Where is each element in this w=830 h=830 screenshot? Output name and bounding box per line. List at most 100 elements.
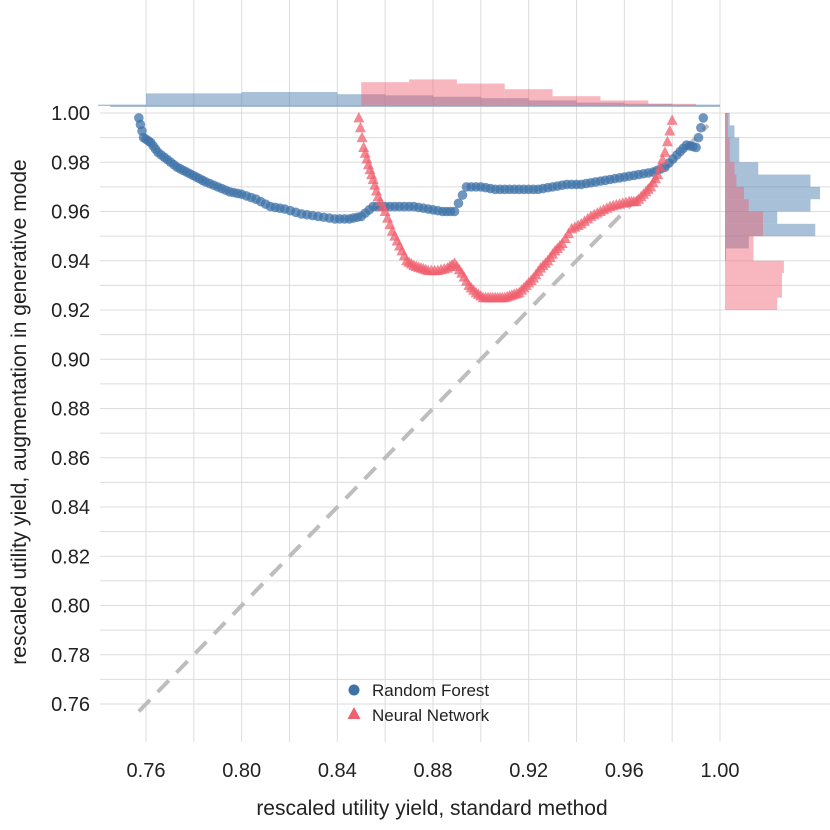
marginal-right-bar	[725, 236, 754, 249]
y-tick-label: 0.94	[51, 251, 90, 273]
marginal-right-bar	[725, 137, 730, 150]
marginal-right-bar	[725, 125, 735, 138]
y-tick-label: 0.88	[51, 399, 90, 421]
y-tick-label: 0.92	[51, 300, 90, 322]
marginal-right-bar	[725, 248, 726, 261]
marginal-top-bar	[624, 103, 673, 106]
random-forest-point	[698, 113, 709, 123]
x-axis-title: rescaled utility yield, standard method	[256, 797, 607, 820]
reference-line	[137, 123, 710, 713]
marginal-right-bar	[725, 162, 735, 175]
neural-network-point	[358, 141, 370, 152]
data-points	[134, 111, 709, 303]
marginal-top-bar	[480, 98, 529, 106]
neural-network-point	[370, 184, 382, 196]
legend-label-random-forest: Random Forest	[372, 681, 489, 700]
y-tick-label: 0.78	[51, 645, 90, 667]
neural-network-point	[361, 152, 373, 164]
marginal-top-bar	[528, 100, 577, 106]
neural-network-point	[354, 121, 366, 133]
neural-network-point	[659, 146, 671, 157]
y-tick-label: 0.80	[51, 596, 90, 618]
random-forest-point	[696, 122, 706, 133]
marginal-right-bar	[725, 186, 820, 200]
marginal-histogram-top	[98, 79, 720, 107]
neural-network-point	[652, 168, 664, 180]
marginal-top-bar	[361, 82, 410, 106]
marginal-top-bar	[241, 92, 290, 106]
neural-network-point	[657, 153, 669, 165]
marginal-top-bar	[385, 95, 433, 106]
marginal-right-bar	[725, 223, 816, 237]
marginal-right-bar	[725, 199, 811, 212]
marginal-top-bar	[552, 96, 601, 106]
y-tick-labels: 0.76 0.78 0.80 0.82 0.84 0.86 0.88 0.90 0.92 0.94…	[51, 103, 90, 716]
neural-network-point	[664, 125, 676, 136]
marginal-right-bar	[725, 211, 763, 224]
marginal-top-bar	[409, 79, 457, 106]
neural-network-point	[367, 173, 379, 184]
x-tick-label: 0.88	[414, 760, 453, 782]
marginal-top-bar	[648, 103, 697, 106]
marginal-top-bar	[146, 93, 194, 106]
marginal-right-bar	[725, 149, 740, 163]
random-forest-point	[449, 206, 460, 217]
x-tick-label: 1.00	[701, 760, 740, 782]
marginal-right-bar	[725, 113, 730, 126]
neural-network-point	[353, 111, 365, 123]
marginal-top-bar	[456, 83, 505, 106]
y-tick-label: 0.84	[51, 497, 90, 519]
marginal-top-bar	[433, 96, 481, 106]
marginal-right-bar	[725, 260, 784, 274]
marginal-right-bar	[725, 137, 740, 150]
neural-network-point	[661, 135, 673, 147]
marginal-right-bar	[725, 273, 782, 286]
y-axis-title: rescaled utility yield, augmentation in …	[8, 159, 31, 664]
neural-network-point	[356, 131, 368, 143]
neural-network-point	[369, 179, 381, 190]
marginal-top-bar	[289, 92, 338, 106]
diagonal-reference-line	[137, 123, 710, 713]
y-tick-label: 0.76	[51, 694, 90, 716]
x-tick-labels: 0.76 0.80 0.84 0.88 0.92 0.96 1.00	[127, 760, 740, 782]
marginal-right-bar	[725, 113, 728, 126]
marginal-top-bar	[193, 93, 242, 106]
neural-network-point	[654, 161, 666, 172]
x-tick-label: 0.84	[318, 760, 357, 782]
legend-marker-neural-network	[347, 707, 361, 719]
y-tick-label: 0.98	[51, 152, 90, 174]
marginal-right-bar	[725, 223, 763, 237]
x-tick-label: 0.76	[127, 760, 166, 782]
y-tick-label: 0.86	[51, 448, 90, 470]
marginal-top-bar	[576, 102, 625, 106]
marginal-histogram-right	[725, 113, 820, 310]
marginal-top-bar	[337, 94, 386, 106]
marginal-right-bar	[725, 162, 759, 175]
grid	[100, 0, 830, 742]
legend-marker-random-forest	[348, 684, 360, 696]
marginal-right-bar	[725, 174, 737, 187]
x-tick-label: 0.80	[222, 760, 261, 782]
y-tick-label: 0.96	[51, 202, 90, 224]
marginal-right-bar	[725, 186, 744, 200]
marginal-right-bar	[725, 125, 728, 138]
random-forest-point	[453, 198, 464, 209]
marginal-right-bar	[725, 297, 778, 310]
legend: Random Forest Neural Network	[347, 681, 490, 725]
marginal-right-bar	[725, 285, 782, 298]
legend-label-neural-network: Neural Network	[372, 706, 490, 725]
y-tick-label: 1.00	[51, 103, 90, 125]
marginal-right-bar	[725, 149, 730, 163]
random-forest-point	[691, 142, 701, 153]
marginal-top-bar	[504, 89, 553, 106]
y-tick-label: 0.82	[51, 546, 90, 568]
marginal-right-bar	[725, 174, 811, 187]
marginal-right-bar	[725, 248, 754, 261]
marginal-right-bar	[725, 211, 778, 224]
x-tick-label: 0.92	[509, 760, 548, 782]
neural-network-point	[666, 114, 678, 125]
marginal-right-bar	[725, 199, 749, 212]
x-tick-label: 0.96	[605, 760, 644, 782]
marginal-right-bar	[725, 236, 749, 249]
